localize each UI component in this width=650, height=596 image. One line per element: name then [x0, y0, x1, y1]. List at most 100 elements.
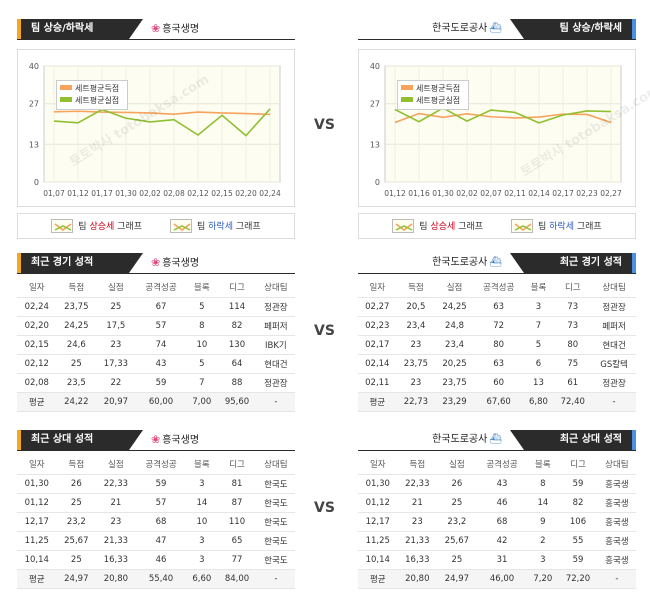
table-cell: 16,33 — [96, 550, 136, 570]
table-cell: 23,5 — [56, 373, 97, 393]
average-cell: - — [597, 569, 636, 589]
vs-label: VS — [314, 117, 335, 133]
table-cell: 5 — [186, 297, 218, 317]
x-tick-label: 02,17 — [552, 189, 574, 198]
column-header: 공격성공 — [476, 455, 528, 475]
table-cell: 74 — [135, 335, 187, 355]
table-cell: 55 — [558, 531, 598, 551]
x-tick-label: 02,14 — [528, 189, 550, 198]
table-cell: 10 — [186, 512, 218, 532]
x-tick-label: 02,08 — [163, 189, 185, 198]
column-header: 일자 — [358, 278, 397, 298]
table-cell: 73 — [553, 297, 593, 317]
average-cell: 24,97 — [437, 569, 477, 589]
y-tick-label: 13 — [370, 140, 380, 149]
y-tick-label: 0 — [375, 178, 380, 187]
average-cell: 84,00 — [217, 569, 257, 589]
table-cell: 24,25 — [435, 297, 474, 317]
table-row: 01,30 22,33 26 43 8 59 흥국생 — [358, 474, 636, 494]
table-cell: 23 — [397, 512, 438, 532]
legend-scored: 세트평균득점 — [60, 83, 124, 95]
table-cell: 흥국생 — [597, 493, 636, 513]
column-header: 상대팀 — [592, 278, 636, 298]
table-cell: 02,17 — [358, 335, 397, 355]
table-cell: 3 — [186, 474, 218, 494]
table-cell: 흥국생 — [597, 474, 636, 494]
table-cell: 23 — [96, 512, 136, 532]
table-row: 11,25 25,67 21,33 47 3 65 한국도 — [17, 531, 295, 551]
average-row: 평균 22,73 23,29 67,60 6,80 72,40- — [358, 392, 636, 412]
table-cell: 24,6 — [56, 335, 97, 355]
x-tick-label: 02,24 — [259, 189, 281, 198]
table-cell: 23,2 — [437, 512, 477, 532]
table-cell: 25 — [96, 297, 136, 317]
table-cell: 23,4 — [435, 335, 474, 355]
table-cell: 02,27 — [358, 297, 397, 317]
team-name-right: 한국도로공사 ⛴ — [432, 23, 502, 34]
table-cell: 67 — [135, 297, 187, 317]
average-cell: 20,97 — [96, 392, 136, 412]
table-cell: 21 — [96, 493, 136, 513]
graph-key-down[interactable]: 팀 하락세 그래프 — [170, 219, 261, 234]
table-header-row: 일자 득점 실점 공격성공 블록 디그 상대팀 — [17, 278, 295, 298]
table-cell: 31 — [476, 550, 528, 570]
table-cell: 82 — [217, 316, 257, 336]
column-header: 득점 — [56, 278, 97, 298]
column-header: 블록 — [527, 455, 559, 475]
graph-key-up[interactable]: 팀 상승세 그래프 — [51, 219, 142, 234]
average-cell: - — [256, 392, 295, 412]
recent-header-left: 최근 경기 성적 ❀ 흥국생명 — [17, 253, 295, 274]
table-cell: 23,75 — [435, 373, 474, 393]
table-cell: 9 — [527, 512, 559, 532]
table-cell: 23,75 — [56, 297, 97, 317]
recent-header-title: 최근 경기 성적 — [17, 253, 143, 273]
table-cell: 12,17 — [358, 512, 398, 532]
table-cell: 현대건 — [256, 354, 295, 374]
table-cell: 64 — [217, 354, 257, 374]
table-cell: 페퍼저 — [256, 316, 295, 336]
table-cell: 46 — [476, 493, 528, 513]
table-cell: 17,33 — [96, 354, 136, 374]
average-row: 평균 20,80 24,97 46,00 7,20 72,20- — [358, 569, 636, 589]
table-cell: 10,14 — [17, 550, 57, 570]
table-header-row: 일자 득점 실점 공격성공 블록 디그 상대팀 — [358, 278, 636, 298]
table-row: 02,20 24,25 17,5 57 8 82 페퍼저 — [17, 316, 295, 336]
x-tick-label: 01,17 — [91, 189, 113, 198]
team-name-left: ❀ 흥국생명 — [151, 22, 200, 35]
table-cell: 81 — [217, 474, 257, 494]
average-cell: 6,60 — [186, 569, 218, 589]
table-cell: 14 — [527, 493, 559, 513]
legend-scored: 세트평균득점 — [401, 83, 465, 95]
average-cell: 24,97 — [56, 569, 97, 589]
table-cell: 20,5 — [396, 297, 436, 317]
table-cell: 110 — [217, 512, 257, 532]
average-cell: 20,80 — [96, 569, 136, 589]
trend-chart-left: 40 27 13 0 01,07 01,12 01,17 01,30 02,02 02,08 02,… — [17, 49, 295, 207]
h2h-panel-right: 한국도로공사 ⛴ 최근 상대 성적 일자 득점 실점 공격성공 블록 디그 상대팀 01,30 2… — [358, 430, 636, 589]
table-cell: GS칼텍 — [592, 354, 636, 374]
table-header-row: 일자 득점 실점 공격성공 블록 디그 상대팀 — [17, 455, 295, 475]
average-cell: 평균 — [17, 569, 57, 589]
table-row: 12,17 23 23,2 68 9 106 흥국생 — [358, 512, 636, 532]
graph-key-up[interactable]: 팀 상승세 그래프 — [392, 219, 483, 234]
trend-header-title: 팀 상승/하락세 — [17, 19, 143, 39]
table-cell: 57 — [135, 493, 187, 513]
table-cell: 82 — [558, 493, 598, 513]
average-row: 평균 24,97 20,80 55,40 6,60 84,00- — [17, 569, 295, 589]
table-cell: 현대건 — [592, 335, 636, 355]
table-cell: 23 — [396, 335, 436, 355]
table-cell: 14 — [186, 493, 218, 513]
table-cell: 73 — [553, 316, 593, 336]
expressway-logo-icon: ⛴ — [489, 434, 502, 445]
average-cell: 95,60 — [217, 392, 257, 412]
table-cell: 25,67 — [437, 531, 477, 551]
table-cell: 25 — [56, 493, 97, 513]
recent-table-left: 일자 득점 실점 공격성공 블록 디그 상대팀 02,24 23,75 25 67 5 114 정관장 02… — [17, 278, 295, 412]
average-cell: 67,60 — [473, 392, 524, 412]
heungkuk-logo-icon: ❀ — [151, 256, 161, 269]
h2h-header-title: 최근 상대 성적 — [17, 430, 143, 450]
graph-key-down[interactable]: 팀 하락세 그래프 — [511, 219, 602, 234]
table-cell: 10,14 — [358, 550, 398, 570]
table-cell: 한국도 — [256, 531, 295, 551]
table-cell: 46 — [135, 550, 187, 570]
